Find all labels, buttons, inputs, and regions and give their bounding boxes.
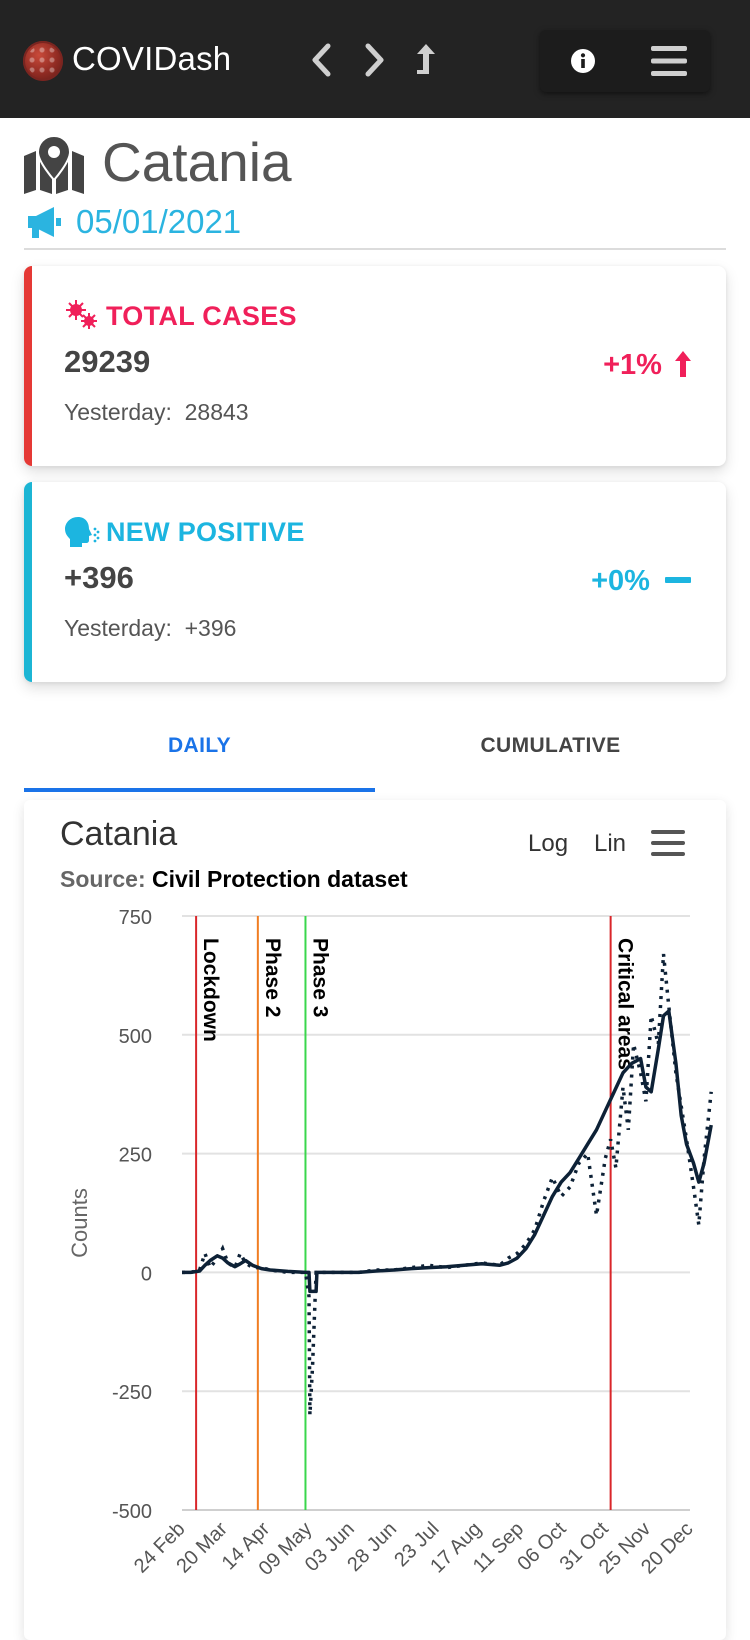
y-tick-label: 750 bbox=[119, 907, 152, 929]
moving-average-line bbox=[182, 1009, 713, 1294]
chart-card bbox=[24, 800, 726, 1640]
hamburger-menu-icon[interactable] bbox=[650, 44, 688, 78]
page-title: Catania bbox=[102, 131, 292, 193]
head-cough-icon bbox=[64, 515, 100, 549]
event-marker-label: Lockdown bbox=[199, 938, 222, 1042]
tab-daily[interactable]: DAILY bbox=[167, 734, 232, 757]
level-up-icon[interactable] bbox=[408, 40, 444, 80]
toolbar-group bbox=[540, 30, 710, 92]
divider bbox=[24, 248, 726, 250]
chevron-right-icon[interactable] bbox=[356, 40, 392, 80]
arrow-up-icon bbox=[675, 351, 691, 377]
y-tick-label: 0 bbox=[141, 1263, 152, 1285]
event-marker-label: Phase 2 bbox=[261, 938, 284, 1017]
megaphone-icon bbox=[24, 205, 62, 239]
source-value: Civil Protection dataset bbox=[152, 866, 408, 892]
change-percent: +1% bbox=[603, 349, 662, 381]
chevron-left-icon[interactable] bbox=[304, 40, 340, 80]
change-indicator: +0% bbox=[591, 565, 692, 598]
chart-title: Catania bbox=[60, 815, 178, 853]
card-accent bbox=[24, 482, 32, 682]
log-scale-button[interactable]: Log bbox=[528, 830, 569, 857]
new-positive-card: NEW POSITIVE +396 Yesterday: +396 +0% bbox=[24, 482, 726, 682]
report-date: 05/01/2021 bbox=[76, 203, 242, 240]
y-axis-label: Counts bbox=[67, 1188, 92, 1258]
y-tick-label: -250 bbox=[112, 1382, 152, 1404]
tab-cumulative[interactable]: CUMULATIVE bbox=[480, 734, 621, 757]
change-percent: +0% bbox=[591, 565, 650, 597]
event-marker-label: Phase 3 bbox=[308, 938, 331, 1017]
card-title: NEW POSITIVE bbox=[106, 517, 305, 547]
minus-icon bbox=[665, 577, 691, 583]
card-value: 29239 bbox=[64, 344, 151, 379]
yesterday-value: 28843 bbox=[184, 399, 249, 425]
top-bar: COVIDash bbox=[0, 0, 750, 118]
yesterday-label: Yesterday: bbox=[64, 399, 172, 425]
chart-source: Source: Civil Protection dataset bbox=[60, 866, 408, 893]
event-marker-label: Critical areas bbox=[614, 938, 637, 1070]
virus-logo-icon[interactable] bbox=[23, 41, 63, 81]
card-value: +396 bbox=[64, 560, 134, 595]
brand-name[interactable]: COVIDash bbox=[72, 40, 232, 77]
change-indicator: +1% bbox=[603, 349, 692, 382]
virus-icon bbox=[64, 299, 100, 333]
lin-scale-button[interactable]: Lin bbox=[594, 830, 627, 857]
chart-menu-icon[interactable] bbox=[650, 828, 686, 858]
y-tick-label: 500 bbox=[119, 1026, 152, 1048]
y-tick-label: 250 bbox=[119, 1145, 152, 1167]
total-cases-card: TOTAL CASES 29239 Yesterday: 28843 +1% bbox=[24, 266, 726, 466]
active-tab-indicator bbox=[24, 788, 375, 792]
source-label: Source: bbox=[60, 866, 146, 892]
card-accent bbox=[24, 266, 32, 466]
info-icon[interactable] bbox=[570, 48, 596, 74]
yesterday-label: Yesterday: bbox=[64, 615, 172, 641]
yesterday-value: +396 bbox=[184, 615, 237, 641]
y-tick-label: -500 bbox=[112, 1501, 152, 1523]
card-title: TOTAL CASES bbox=[106, 301, 297, 331]
map-marker-icon bbox=[22, 134, 87, 194]
card-yesterday: Yesterday: +396 bbox=[64, 615, 236, 642]
card-yesterday: Yesterday: 28843 bbox=[64, 399, 249, 426]
